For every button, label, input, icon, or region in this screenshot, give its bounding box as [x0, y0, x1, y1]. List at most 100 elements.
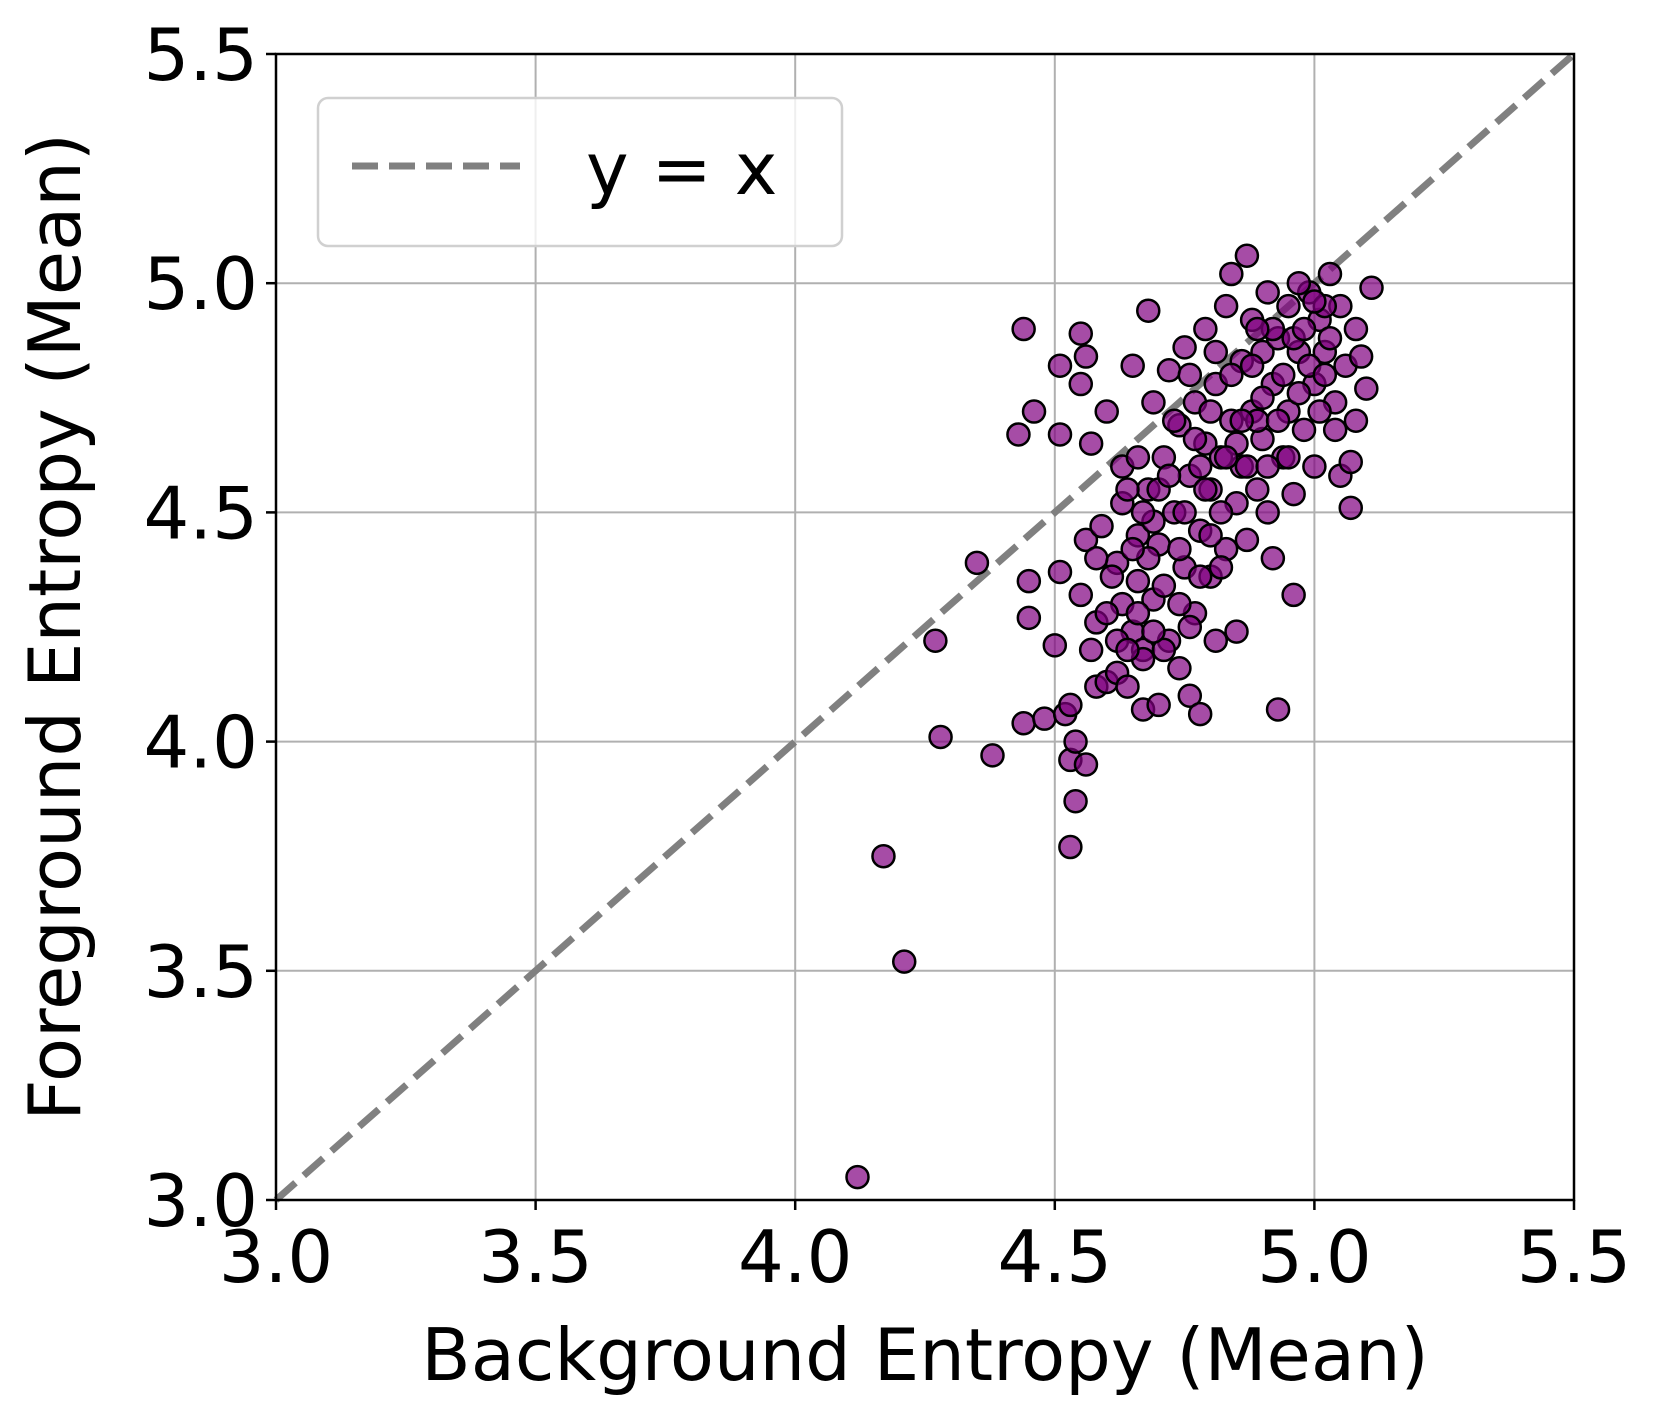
data-point	[1011, 711, 1036, 736]
data-point	[1016, 568, 1042, 594]
data-point	[1281, 582, 1306, 608]
data-point	[1120, 353, 1145, 378]
data-point	[1073, 752, 1099, 777]
data-point	[928, 724, 953, 750]
data-point	[1167, 536, 1192, 562]
data-point	[1234, 454, 1260, 479]
data-point	[1270, 362, 1296, 388]
data-point	[1239, 353, 1265, 378]
data-points	[845, 243, 1384, 1190]
data-point	[1078, 431, 1104, 456]
data-point	[1193, 477, 1218, 502]
y-tick-label: 5.5	[143, 13, 258, 97]
data-point	[1338, 449, 1363, 475]
data-point	[1312, 362, 1338, 388]
data-point	[1187, 701, 1213, 727]
y-tick-labels: 3.0 3.5 4.0 4.5 5.0 5.5	[143, 13, 276, 1243]
data-point	[1276, 445, 1301, 470]
x-tick-labels: 3.0 3.5 4.0 4.5 5.0 5.5	[219, 1200, 1631, 1299]
data-point	[1348, 344, 1374, 369]
y-tick-label: 3.5	[143, 930, 258, 1014]
y-tick-label: 5.0	[143, 242, 258, 326]
data-point	[1099, 564, 1125, 589]
data-point	[1047, 559, 1073, 585]
reference-line-y-equals-x	[273, 51, 1577, 1203]
data-point	[1141, 390, 1166, 415]
data-point	[1219, 261, 1244, 287]
data-point	[1213, 445, 1239, 470]
data-point	[1151, 637, 1177, 663]
data-point	[1343, 408, 1369, 433]
data-point	[1317, 325, 1343, 351]
data-point	[1146, 692, 1171, 718]
data-point	[1182, 426, 1208, 452]
data-point	[1255, 500, 1280, 525]
data-point	[1073, 527, 1099, 553]
data-point	[1281, 481, 1306, 507]
data-point	[1245, 316, 1270, 342]
data-point	[1058, 834, 1083, 860]
data-point	[1172, 335, 1197, 360]
data-point	[964, 550, 990, 576]
y-tick-label: 4.5	[143, 471, 258, 555]
data-point	[1193, 316, 1218, 342]
data-point	[1187, 454, 1213, 479]
data-point	[1359, 275, 1384, 301]
data-point	[1265, 697, 1291, 722]
legend: y = x	[316, 96, 844, 248]
data-point	[1255, 280, 1280, 305]
data-point	[1089, 513, 1114, 539]
data-point	[1156, 463, 1182, 488]
legend-entry-label: y = x	[586, 127, 777, 211]
y-tick-label: 4.0	[143, 701, 258, 785]
data-point	[1213, 293, 1239, 319]
y-tick-label: 3.0	[143, 1159, 258, 1243]
data-point	[1047, 422, 1073, 447]
x-tick-label: 3.0	[219, 1215, 334, 1299]
data-point	[1198, 399, 1223, 424]
data-point	[1063, 729, 1088, 754]
data-point	[1141, 619, 1166, 644]
data-point	[1156, 358, 1182, 383]
data-point	[1250, 385, 1275, 411]
data-point	[1068, 321, 1094, 346]
data-point	[1302, 289, 1327, 314]
data-point	[1073, 344, 1099, 369]
data-point	[1094, 600, 1119, 626]
data-point	[1042, 633, 1068, 658]
data-point	[1322, 417, 1348, 443]
data-point	[1234, 527, 1260, 553]
data-point	[1068, 582, 1094, 608]
data-point	[871, 843, 896, 869]
y-axis-label: Foreground Entropy (Mean)	[13, 133, 97, 1121]
data-point	[1291, 316, 1317, 342]
data-point	[1276, 293, 1301, 319]
data-point	[1198, 523, 1223, 548]
data-point	[1203, 628, 1229, 654]
data-point	[1167, 656, 1192, 681]
data-point	[1286, 380, 1312, 406]
data-point	[1265, 408, 1291, 433]
plot-frame	[274, 52, 1576, 1202]
data-point	[1078, 637, 1104, 663]
data-point	[1203, 339, 1229, 365]
data-point	[1094, 399, 1119, 424]
x-tick-label: 5.0	[1257, 1215, 1372, 1299]
data-point	[1125, 568, 1151, 594]
data-point	[1208, 500, 1234, 525]
data-point	[1130, 500, 1156, 525]
data-point	[1125, 445, 1151, 470]
data-point	[1286, 270, 1312, 296]
data-point	[1224, 619, 1249, 644]
data-point	[1063, 788, 1088, 814]
data-point	[1229, 408, 1254, 433]
data-point	[1115, 674, 1140, 699]
data-point	[1021, 399, 1047, 424]
data-point	[1006, 422, 1031, 447]
reference-line-layer	[273, 51, 1577, 1203]
data-point	[1011, 316, 1036, 342]
data-point	[923, 628, 948, 654]
x-tick-label: 4.0	[738, 1215, 853, 1299]
data-point	[1177, 362, 1203, 388]
